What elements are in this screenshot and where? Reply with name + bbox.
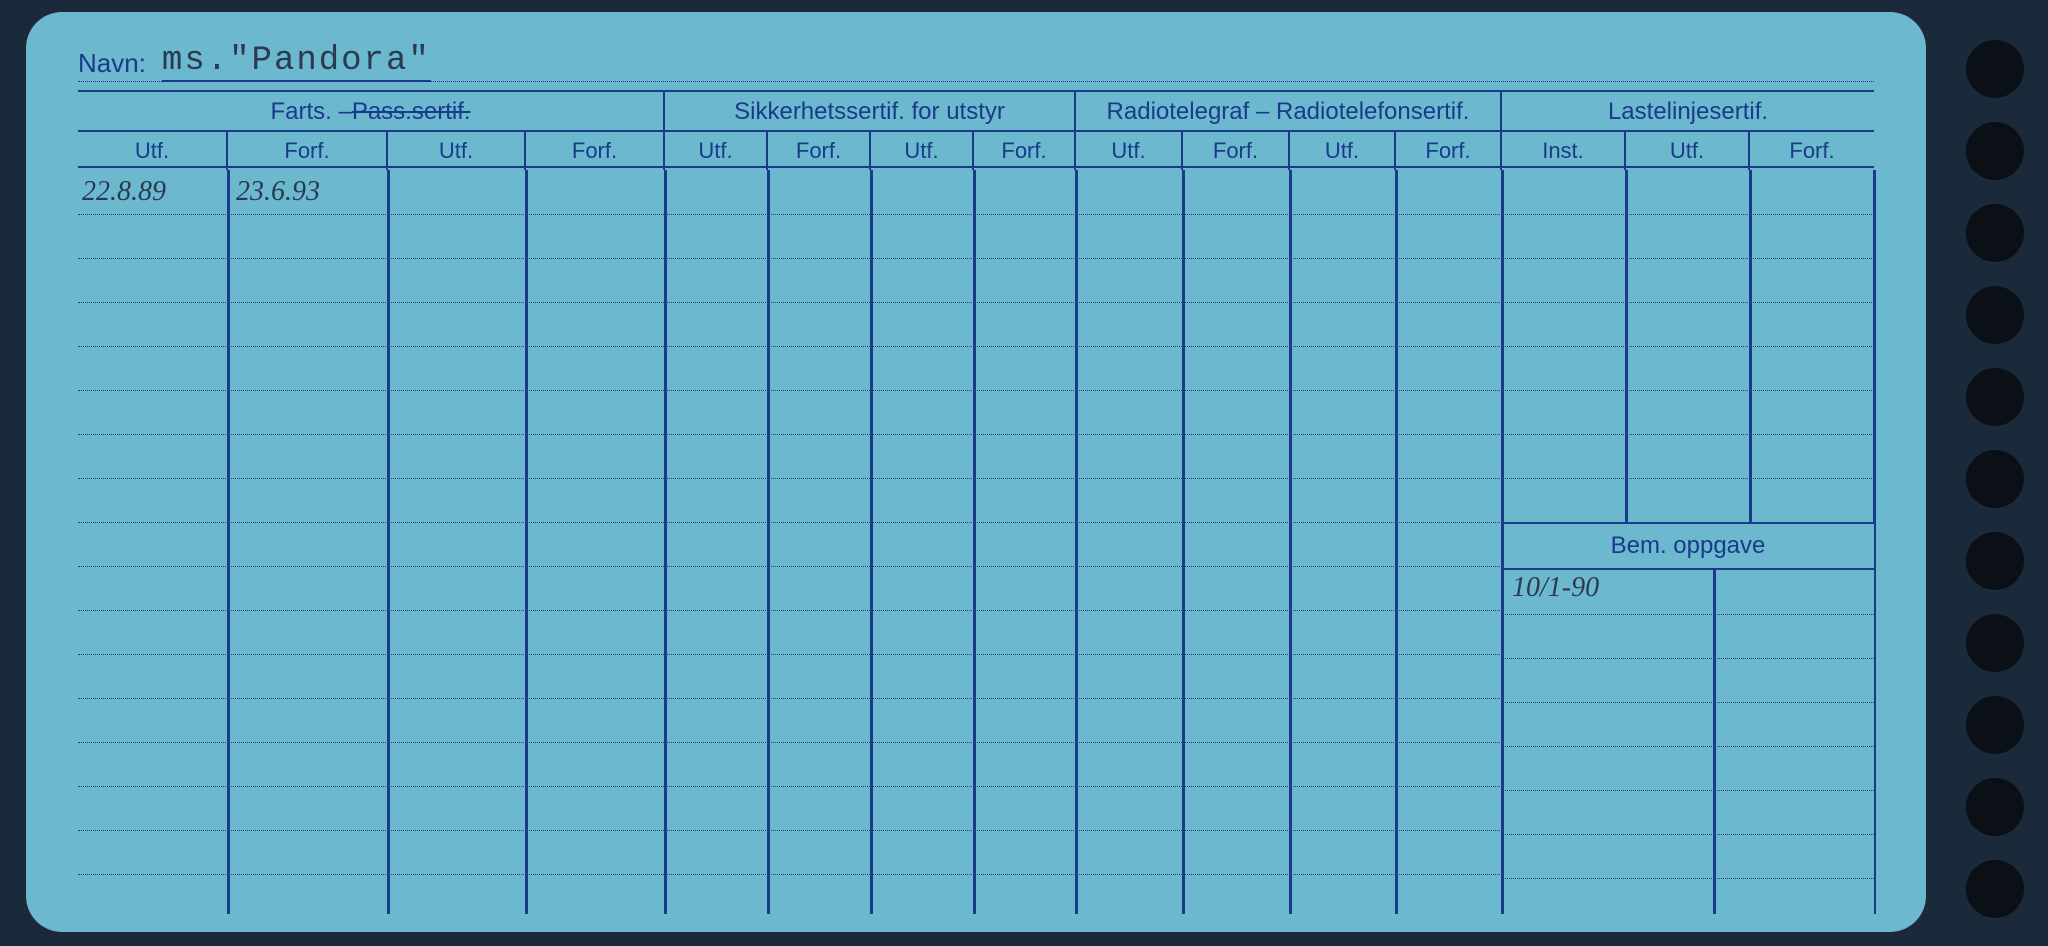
handwritten-value: 10/1-90 bbox=[1512, 572, 1599, 604]
vline bbox=[1395, 170, 1398, 914]
punch-hole bbox=[1966, 450, 2024, 508]
group-header-sikk: Sikkerhetssertif. for utstyr bbox=[665, 92, 1076, 132]
navn-value: ms."Pandora" bbox=[162, 42, 431, 82]
punch-hole bbox=[1966, 532, 2024, 590]
vline bbox=[973, 170, 976, 914]
handwritten-value: 22.8.89 bbox=[82, 176, 166, 208]
col-header: Forf. bbox=[1750, 132, 1874, 170]
row-line bbox=[78, 302, 1874, 303]
col-header: Forf. bbox=[768, 132, 871, 170]
index-card: Navn: ms."Pandora" Farts. – Pass.sertif.… bbox=[26, 12, 1926, 932]
table: Farts. – Pass.sertif.Sikkerhetssertif. f… bbox=[78, 90, 1874, 914]
group-header-row: Farts. – Pass.sertif.Sikkerhetssertif. f… bbox=[78, 90, 1874, 130]
row-line bbox=[78, 390, 1874, 391]
punch-hole bbox=[1966, 368, 2024, 426]
col-header: Utf. bbox=[1076, 132, 1183, 170]
handwritten-value: 23.6.93 bbox=[236, 176, 320, 208]
vline bbox=[227, 170, 230, 914]
col-header: Forf. bbox=[1183, 132, 1290, 170]
row-line bbox=[78, 258, 1874, 259]
col-header: Utf. bbox=[78, 132, 228, 170]
group-header-radio: Radiotelegraf – Radiotelefonsertif. bbox=[1076, 92, 1502, 132]
vline bbox=[1075, 170, 1078, 914]
vline bbox=[664, 170, 667, 914]
vline bbox=[767, 170, 770, 914]
group-header-farts: Farts. – Pass.sertif. bbox=[78, 92, 665, 132]
group-header-laste: Lastelinjesertif. bbox=[1502, 92, 1874, 132]
col-header: Utf. bbox=[871, 132, 974, 170]
sub-header-row: Utf.Forf.Utf.Forf.Utf.Forf.Utf.Forf.Utf.… bbox=[78, 130, 1874, 168]
col-header: Utf. bbox=[388, 132, 526, 170]
vline bbox=[1289, 170, 1292, 914]
punch-hole bbox=[1966, 860, 2024, 918]
punch-hole bbox=[1966, 614, 2024, 672]
vline bbox=[870, 170, 873, 914]
punch-holes bbox=[1966, 40, 2024, 918]
punch-hole bbox=[1966, 286, 2024, 344]
row-line bbox=[78, 346, 1874, 347]
row-line bbox=[78, 478, 1874, 479]
col-header: Utf. bbox=[1626, 132, 1750, 170]
vline bbox=[525, 170, 528, 914]
punch-hole bbox=[1966, 122, 2024, 180]
bem-body bbox=[1502, 570, 1874, 914]
punch-hole bbox=[1966, 204, 2024, 262]
row-line bbox=[78, 214, 1874, 215]
navn-label: Navn: bbox=[78, 48, 146, 79]
vline bbox=[1182, 170, 1185, 914]
bem-oppgave-header: Bem. oppgave bbox=[1502, 522, 1874, 570]
row-line bbox=[78, 434, 1874, 435]
col-header: Forf. bbox=[526, 132, 665, 170]
punch-hole bbox=[1966, 778, 2024, 836]
col-header: Forf. bbox=[228, 132, 388, 170]
col-header: Forf. bbox=[1396, 132, 1502, 170]
col-header: Utf. bbox=[1290, 132, 1396, 170]
col-header: Inst. bbox=[1502, 132, 1626, 170]
vline bbox=[387, 170, 390, 914]
punch-hole bbox=[1966, 40, 2024, 98]
col-header: Utf. bbox=[665, 132, 768, 170]
punch-hole bbox=[1966, 696, 2024, 754]
navn-row: Navn: ms."Pandora" bbox=[78, 36, 1874, 82]
col-header: Forf. bbox=[974, 132, 1076, 170]
table-body: Bem. oppgave 22.8.89 23.6.93 10/1-90 bbox=[78, 170, 1874, 914]
